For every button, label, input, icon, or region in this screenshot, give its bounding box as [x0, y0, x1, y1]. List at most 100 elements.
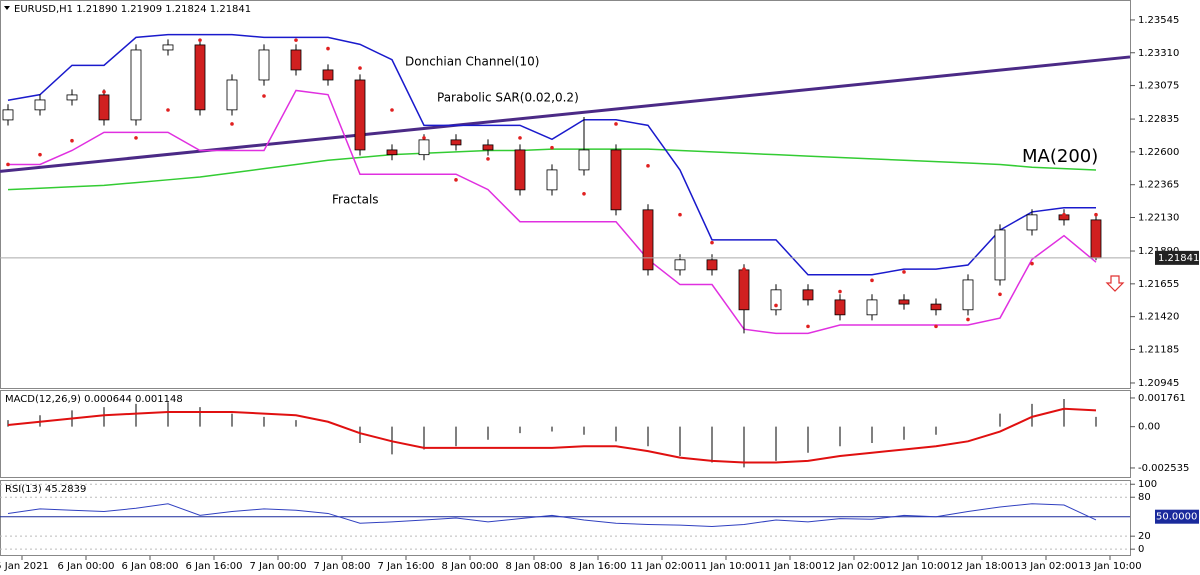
sar-dot [1030, 261, 1034, 266]
y-tick-label: 1.21420 [1138, 312, 1179, 323]
y-tick-label: 1.23310 [1138, 48, 1179, 59]
rsi-title: RSI(13) 45.2839 [5, 484, 86, 495]
sar-dot [1062, 212, 1066, 217]
rsi-level-label: 50.0000 [1156, 512, 1197, 523]
sar-dot [934, 324, 938, 329]
candle-body [130, 49, 142, 121]
sar-dot [678, 212, 682, 217]
x-tick-label: 6 Jan 08:00 [122, 561, 179, 572]
candle-body [290, 49, 302, 71]
y-tick-label: 1.21185 [1138, 344, 1179, 355]
x-tick-label: 6 Jan 00:00 [58, 561, 115, 572]
sar-dot [838, 289, 842, 294]
x-tick-label: 11 Jan 18:00 [758, 561, 821, 572]
x-tick-label: 8 Jan 08:00 [506, 561, 563, 572]
macd-signal [7, 407, 1097, 464]
candle-body [194, 44, 206, 111]
rsi-line [7, 503, 1097, 527]
sar-dot [614, 122, 618, 126]
donchian-upper [7, 33, 1096, 276]
last-price-box [1155, 250, 1199, 265]
menu-arrow [4, 6, 10, 10]
candle-body [386, 149, 398, 156]
sar-dot [134, 136, 138, 140]
sar-dot [326, 46, 330, 51]
y-tick-label: 0 [1138, 544, 1144, 555]
sar-dot [966, 317, 970, 322]
x-tick-label: 8 Jan 00:00 [442, 561, 499, 572]
x-tick-label: 8 Jan 16:00 [570, 561, 627, 572]
candle-body [1026, 214, 1038, 231]
sar-dot [518, 136, 522, 140]
sar-dot [902, 270, 906, 274]
y-tick-label: 1.22600 [1138, 147, 1179, 158]
candle-body [962, 279, 974, 311]
candle-body [258, 49, 270, 81]
candle-body [930, 303, 942, 311]
sar-dot [710, 240, 714, 245]
sar-dot [486, 157, 490, 161]
candle-body [994, 229, 1006, 281]
y-tick-label: 1.23075 [1138, 81, 1179, 92]
sar-dot [358, 66, 362, 70]
macd-title: MACD(12,26,9) 0.000644 0.001148 [5, 394, 183, 405]
sar-dot [38, 152, 42, 157]
candle-body [578, 149, 590, 171]
sar-dot [390, 108, 394, 112]
main-panel [0, 0, 1131, 389]
candle-body [674, 259, 686, 271]
y-tick-label: 0.001761 [1138, 393, 1186, 404]
candle-body [66, 94, 78, 101]
candle-body [34, 99, 46, 111]
y-tick-label: 1.22130 [1138, 213, 1179, 224]
candle-body [322, 69, 334, 81]
y-tick-label: 100 [1138, 479, 1157, 490]
candle-body [866, 299, 878, 316]
y-tick-label: 1.22365 [1138, 180, 1179, 191]
y-tick-label: 1.20945 [1138, 378, 1179, 389]
sar-label: Parabolic SAR(0.02,0.2) [437, 91, 579, 105]
x-tick-label: 11 Jan 02:00 [630, 561, 693, 572]
x-tick-label: 7 Jan 16:00 [378, 561, 435, 572]
candle-body [98, 94, 110, 121]
candle-body [802, 289, 814, 301]
fractals-label: Fractals [332, 193, 379, 207]
candle-body [738, 269, 750, 311]
candle-body [642, 209, 654, 271]
last-price-label: 1.21841 [1158, 253, 1199, 264]
candle-body [226, 79, 238, 111]
x-tick-label: 6 Jan 16:00 [186, 561, 243, 572]
sar-dot [806, 324, 810, 329]
x-tick-label: 5 Jan 2021 [0, 561, 49, 572]
y-tick-label: 1.22835 [1138, 114, 1179, 125]
candle-body [418, 139, 430, 156]
sar-dot [166, 108, 170, 112]
x-tick-label: 13 Jan 02:00 [1014, 561, 1077, 572]
sar-dot [870, 278, 874, 283]
sar-dot [454, 178, 458, 182]
candle-body [546, 169, 558, 191]
candle-body [770, 289, 782, 311]
rsi-panel [0, 480, 1131, 556]
candle-body [2, 109, 14, 121]
y-tick-label: 80 [1138, 492, 1151, 503]
x-tick-label: 7 Jan 08:00 [314, 561, 371, 572]
y-tick-label: 20 [1138, 531, 1151, 542]
sar-dot [998, 292, 1002, 297]
y-tick-label: 1.21655 [1138, 279, 1179, 290]
rsi-level-box [1155, 509, 1199, 524]
candle-body [354, 79, 366, 151]
sar-dot [774, 303, 778, 308]
x-tick-label: 12 Jan 10:00 [886, 561, 949, 572]
sar-dot [422, 136, 426, 140]
x-tick-label: 12 Jan 18:00 [950, 561, 1013, 572]
ma-label: MA(200) [1022, 146, 1098, 167]
candle-body [450, 139, 462, 146]
candle-body [834, 299, 846, 316]
candle-body [514, 149, 526, 191]
macd-panel [0, 390, 1131, 478]
x-tick-label: 12 Jan 02:00 [822, 561, 885, 572]
sar-dot [550, 145, 554, 150]
